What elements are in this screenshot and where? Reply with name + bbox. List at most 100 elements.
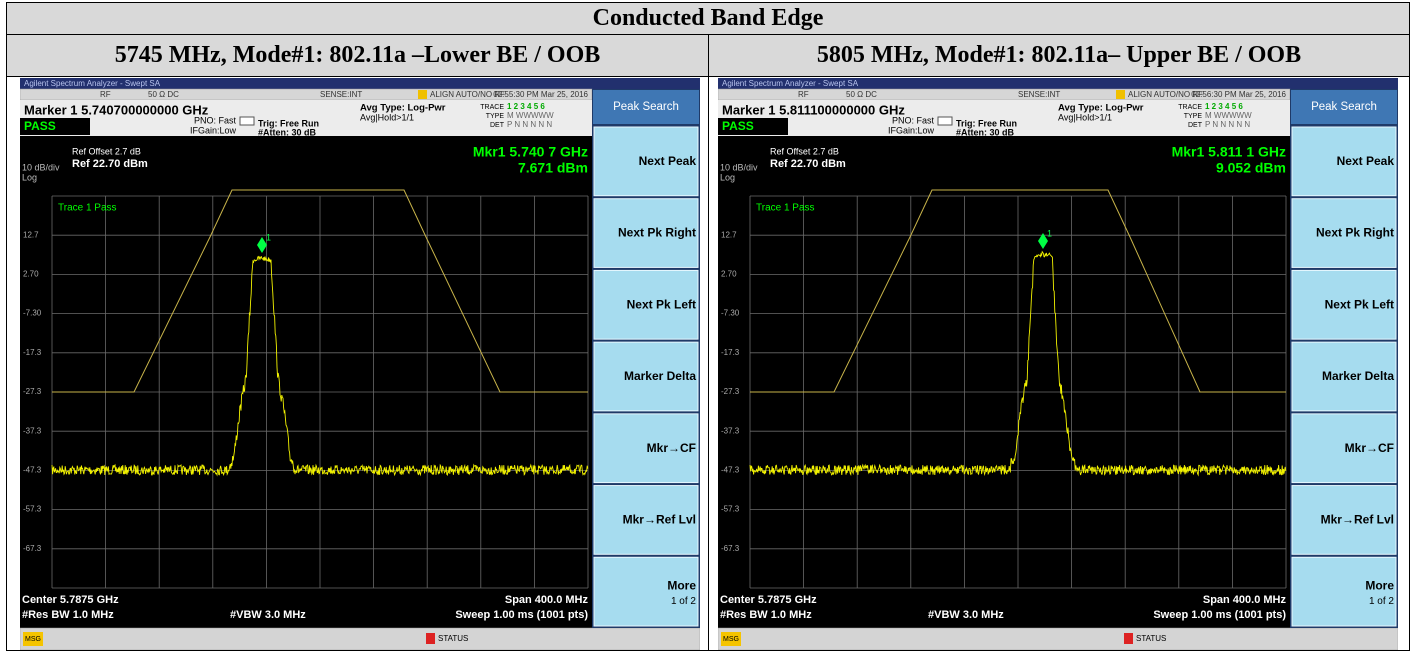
softkey-label: Next Peak bbox=[1337, 154, 1395, 168]
label: 10 dB/div bbox=[720, 162, 758, 172]
softkey[interactable] bbox=[593, 341, 699, 412]
y-label: -7.30 bbox=[721, 309, 740, 318]
alert-icon bbox=[418, 90, 427, 99]
label: MSG bbox=[25, 636, 41, 643]
label: Avg Type: Log-Pwr bbox=[1058, 103, 1144, 114]
label: Peak Search bbox=[613, 101, 679, 113]
label: Agilent Spectrum Analyzer - Swept SA bbox=[24, 79, 161, 88]
softkey[interactable] bbox=[593, 198, 699, 268]
label: #VBW 3.0 MHz bbox=[230, 609, 306, 621]
label: STATUS bbox=[1136, 634, 1166, 643]
softkey[interactable] bbox=[593, 413, 699, 484]
softkey-label: Next Pk Right bbox=[1316, 226, 1394, 240]
softkey[interactable] bbox=[1291, 485, 1397, 555]
softkey-title-box bbox=[1291, 90, 1397, 124]
label: TRACE bbox=[480, 104, 504, 111]
panel-cell bbox=[708, 76, 1410, 651]
label: Peak Search bbox=[1311, 101, 1377, 113]
softkey-label: Next Peak bbox=[639, 154, 697, 168]
trace bbox=[51, 255, 589, 477]
softkey[interactable] bbox=[1291, 126, 1397, 197]
softkey[interactable] bbox=[1291, 413, 1397, 484]
y-label: -37.3 bbox=[23, 426, 42, 435]
y-label: -17.3 bbox=[721, 348, 740, 357]
msg-box bbox=[721, 632, 741, 646]
y-label: -67.3 bbox=[721, 544, 740, 553]
y-label: 12.7 bbox=[721, 230, 737, 239]
trace bbox=[749, 250, 1287, 477]
label: Ref 22.70 dBm bbox=[72, 158, 148, 170]
softkey[interactable] bbox=[1291, 556, 1397, 627]
softkey[interactable] bbox=[593, 485, 699, 555]
label: Ref 22.70 dBm bbox=[770, 158, 846, 170]
label: Span 400.0 MHz bbox=[1203, 594, 1287, 606]
y-label: -17.3 bbox=[23, 348, 42, 357]
y-label: -27.3 bbox=[23, 387, 42, 396]
softkey[interactable] bbox=[593, 556, 699, 627]
label: #Res BW 1.0 MHz bbox=[22, 609, 114, 621]
label: 1 2 3 4 5 6 bbox=[1205, 102, 1243, 111]
label: DET bbox=[490, 122, 505, 129]
label: MSG bbox=[723, 636, 739, 643]
status-field: RF bbox=[798, 90, 809, 99]
y-label: 2.70 bbox=[23, 270, 39, 279]
status-field: SENSE:INT bbox=[1018, 90, 1060, 99]
label: Mkr1 5.811 1 GHz bbox=[1172, 144, 1286, 160]
table-title: Conducted Band Edge bbox=[6, 2, 1410, 35]
y-label: -7.30 bbox=[23, 309, 42, 318]
label: Trig: Free Run bbox=[258, 118, 319, 128]
softkey[interactable] bbox=[1291, 269, 1397, 340]
softkey-label: Next Pk Right bbox=[618, 226, 696, 240]
y-label: -57.3 bbox=[23, 505, 42, 514]
screen bbox=[718, 136, 1290, 628]
label: Sweep 1.00 ms (1001 pts) bbox=[455, 609, 588, 621]
panel-heading: 5745 MHz, Mode#1: 802.11a –Lower BE / OO… bbox=[6, 34, 709, 77]
title-bar bbox=[20, 78, 700, 89]
label: STATUS bbox=[438, 634, 468, 643]
label: Center 5.7875 GHz bbox=[22, 594, 119, 606]
label: Log bbox=[22, 172, 37, 182]
label: 1 2 3 4 5 6 bbox=[507, 102, 545, 111]
trig-icon bbox=[937, 116, 953, 126]
trig-icon bbox=[239, 116, 255, 126]
label: Agilent Spectrum Analyzer - Swept SA bbox=[722, 79, 859, 88]
label: PASS bbox=[24, 119, 56, 133]
softkey[interactable] bbox=[1291, 341, 1397, 412]
status-bar bbox=[718, 627, 1398, 650]
label: 10 dB/div bbox=[22, 162, 60, 172]
status-icon bbox=[1124, 633, 1133, 644]
status-field: ALIGN AUTO/NO RF bbox=[430, 90, 505, 99]
label: #VBW 3.0 MHz bbox=[928, 609, 1004, 621]
y-label: -27.3 bbox=[721, 387, 740, 396]
label: 1 bbox=[266, 232, 271, 242]
label: Center 5.7875 GHz bbox=[720, 594, 817, 606]
softkey[interactable] bbox=[1291, 198, 1397, 268]
limit-line bbox=[52, 189, 588, 393]
label: M WWWWW bbox=[507, 111, 554, 120]
label: #Atten: 30 dB bbox=[258, 127, 317, 137]
status-field: 50 Ω DC bbox=[148, 90, 179, 99]
label: TYPE bbox=[486, 113, 505, 120]
status-field: 50 Ω DC bbox=[846, 90, 877, 99]
panel-heading: 5805 MHz, Mode#1: 802.11a– Upper BE / OO… bbox=[708, 34, 1410, 77]
label: Ref Offset 2.7 dB bbox=[770, 146, 839, 156]
alert-icon bbox=[1116, 90, 1125, 99]
softkey[interactable] bbox=[593, 269, 699, 340]
softkey-page: 1 of 2 bbox=[1369, 596, 1394, 607]
softkey-label: Mkr→CF bbox=[1345, 441, 1394, 455]
label: Avg|Hold>1/1 bbox=[1058, 112, 1112, 122]
marker-row bbox=[718, 100, 1290, 136]
label: IFGain:Low bbox=[888, 125, 935, 135]
analyzer-screen: Agilent Spectrum Analyzer - Swept SA RF 50… bbox=[718, 78, 1398, 650]
softkey-label: Mkr→CF bbox=[647, 441, 696, 455]
softkey[interactable] bbox=[593, 126, 699, 197]
limit-line bbox=[750, 189, 1286, 393]
title-bar bbox=[718, 78, 1398, 89]
y-label: -57.3 bbox=[721, 505, 740, 514]
label: Trace 1 Pass bbox=[58, 203, 117, 214]
label: Log bbox=[720, 172, 735, 182]
label: #Res BW 1.0 MHz bbox=[720, 609, 812, 621]
label: 1 bbox=[1047, 228, 1052, 238]
label: Marker 1 5.740700000000 GHz bbox=[24, 102, 209, 117]
label: Sweep 1.00 ms (1001 pts) bbox=[1153, 609, 1286, 621]
